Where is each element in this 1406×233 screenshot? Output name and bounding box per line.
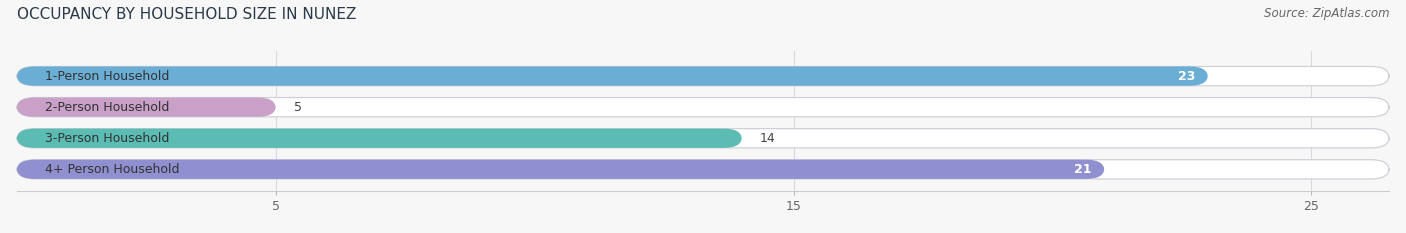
FancyBboxPatch shape	[17, 160, 1389, 179]
Text: OCCUPANCY BY HOUSEHOLD SIZE IN NUNEZ: OCCUPANCY BY HOUSEHOLD SIZE IN NUNEZ	[17, 7, 356, 22]
FancyBboxPatch shape	[17, 98, 276, 117]
Text: Source: ZipAtlas.com: Source: ZipAtlas.com	[1264, 7, 1389, 20]
Text: 23: 23	[1178, 70, 1195, 83]
Text: 4+ Person Household: 4+ Person Household	[45, 163, 180, 176]
Text: 14: 14	[761, 132, 776, 145]
Text: 1-Person Household: 1-Person Household	[45, 70, 170, 83]
Text: 21: 21	[1074, 163, 1091, 176]
Text: 5: 5	[294, 101, 302, 114]
FancyBboxPatch shape	[17, 98, 1389, 117]
FancyBboxPatch shape	[17, 66, 1208, 86]
Text: 3-Person Household: 3-Person Household	[45, 132, 170, 145]
FancyBboxPatch shape	[17, 160, 1104, 179]
FancyBboxPatch shape	[17, 66, 1389, 86]
Text: 2-Person Household: 2-Person Household	[45, 101, 170, 114]
FancyBboxPatch shape	[17, 129, 742, 148]
FancyBboxPatch shape	[17, 129, 1389, 148]
